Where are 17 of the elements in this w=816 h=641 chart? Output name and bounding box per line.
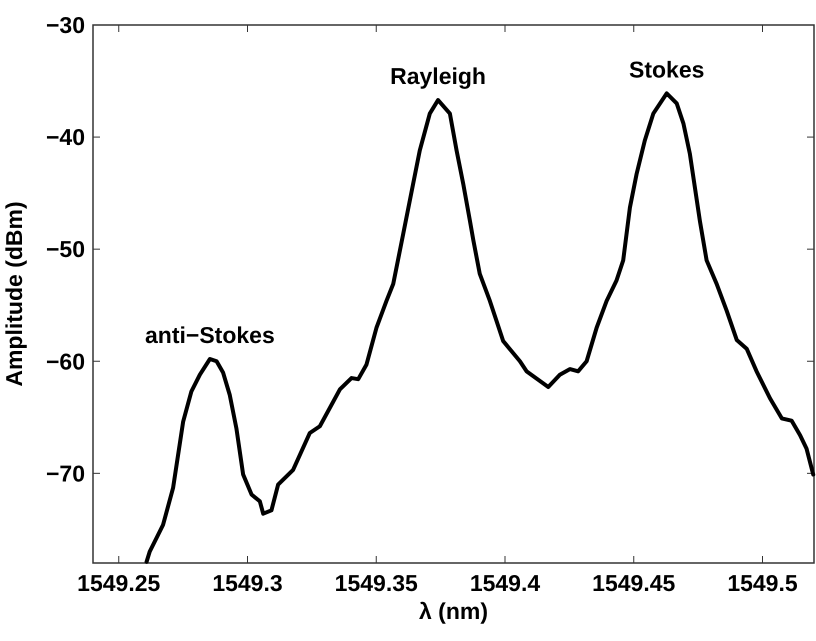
line-series xyxy=(144,91,816,564)
x-tick-label: 1549.3 xyxy=(212,570,283,596)
annotation: Stokes xyxy=(628,56,704,82)
annotation: anti−Stokes xyxy=(145,322,275,348)
y-tick-label: −70 xyxy=(46,460,85,486)
x-tick-label: 1549.5 xyxy=(727,570,798,596)
x-tick-label: 1549.45 xyxy=(592,570,676,596)
y-axis-title: Amplitude (dBm) xyxy=(1,201,27,387)
y-tick-label: −50 xyxy=(46,236,85,262)
x-tick-label: 1549.4 xyxy=(470,570,540,596)
x-tick-label: 1549.35 xyxy=(334,570,418,596)
x-axis-title: λ (nm) xyxy=(419,598,488,624)
y-tick-label: −30 xyxy=(46,12,85,38)
y-tick-label: −40 xyxy=(46,124,85,150)
x-tick-label: 1549.25 xyxy=(77,570,161,596)
annotation: Rayleigh xyxy=(390,63,486,90)
y-tick-label: −60 xyxy=(46,348,85,374)
